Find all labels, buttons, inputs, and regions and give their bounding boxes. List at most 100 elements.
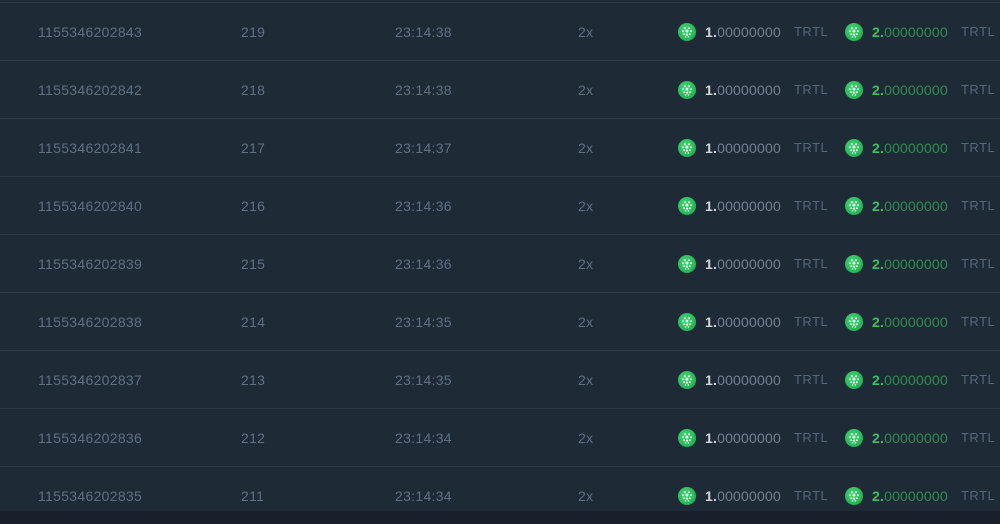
bet-row[interactable]: 1155346202835 211 23:14:34 2x 1. 00000000… <box>0 466 1000 511</box>
bet-amount: 1. 00000000 <box>705 198 781 214</box>
profit-amount-cell: 2. 00000000 TRTL <box>845 467 995 511</box>
profit-amount: 2. 00000000 <box>872 198 948 214</box>
bet-row[interactable]: 1155346202836 212 23:14:34 2x 1. 00000000… <box>0 408 1000 466</box>
profit-currency-label: TRTL <box>960 488 996 503</box>
game-number: 211 <box>241 487 265 504</box>
bet-amount-cell: 1. 00000000 TRTL <box>678 119 828 176</box>
trtl-coin-icon <box>678 22 696 41</box>
profit-amount-cell: 2. 00000000 TRTL <box>845 235 995 292</box>
bet-multiplier: 2x <box>578 371 594 388</box>
bet-row[interactable]: 1155346202842 218 23:14:38 2x 1. 00000000… <box>0 60 1000 118</box>
profit-amount: 2. 00000000 <box>872 430 948 446</box>
profit-amount-fraction: 00000000 <box>884 371 948 388</box>
bet-row[interactable]: 1155346202840 216 23:14:36 2x 1. 00000000… <box>0 176 1000 234</box>
bet-id: 1155346202842 <box>38 81 143 98</box>
bet-amount: 1. 00000000 <box>705 82 781 98</box>
trtl-coin-icon <box>678 196 696 215</box>
trtl-coin-icon <box>845 22 863 41</box>
bet-time: 23:14:35 <box>395 371 452 388</box>
trtl-coin-icon <box>678 370 696 389</box>
profit-amount-integer: 2. <box>872 487 885 504</box>
bet-row[interactable]: 1155346202843 219 23:14:38 2x 1. 00000000… <box>0 2 1000 60</box>
bet-amount-cell: 1. 00000000 TRTL <box>678 3 828 60</box>
game-number: 219 <box>241 23 266 40</box>
bet-multiplier: 2x <box>578 23 594 40</box>
profit-currency-label: TRTL <box>960 372 996 387</box>
bet-id: 1155346202837 <box>38 371 143 388</box>
bet-amount-cell: 1. 00000000 TRTL <box>678 293 828 350</box>
bet-amount-fraction: 00000000 <box>717 139 781 156</box>
bet-time: 23:14:35 <box>395 313 452 330</box>
profit-amount: 2. 00000000 <box>872 82 948 98</box>
profit-currency-label: TRTL <box>960 430 996 445</box>
profit-amount-cell: 2. 00000000 TRTL <box>845 3 995 60</box>
bet-currency-label: TRTL <box>793 198 829 213</box>
bet-time: 23:14:38 <box>395 23 452 40</box>
bet-amount-integer: 1. <box>705 371 718 388</box>
trtl-coin-icon <box>678 312 696 331</box>
profit-amount: 2. 00000000 <box>872 372 948 388</box>
profit-currency-label: TRTL <box>960 140 996 155</box>
bet-amount-integer: 1. <box>705 487 718 504</box>
trtl-coin-icon <box>845 486 863 505</box>
bet-amount-cell: 1. 00000000 TRTL <box>678 467 828 511</box>
bet-time: 23:14:37 <box>395 139 452 156</box>
bet-amount-fraction: 00000000 <box>717 255 781 272</box>
bet-amount-integer: 1. <box>705 23 718 40</box>
profit-amount: 2. 00000000 <box>872 140 948 156</box>
trtl-coin-icon <box>678 486 696 505</box>
profit-amount-fraction: 00000000 <box>884 23 948 40</box>
trtl-coin-icon <box>678 428 696 447</box>
bet-currency-label: TRTL <box>793 488 829 503</box>
bet-multiplier: 2x <box>578 197 594 214</box>
bet-id: 1155346202835 <box>38 487 143 504</box>
bet-amount: 1. 00000000 <box>705 488 781 504</box>
bet-amount: 1. 00000000 <box>705 314 781 330</box>
profit-amount: 2. 00000000 <box>872 488 948 504</box>
game-number: 212 <box>241 429 266 446</box>
profit-currency-label: TRTL <box>960 82 996 97</box>
bets-history-table: 1155346202843 219 23:14:38 2x 1. 00000000… <box>0 0 1000 511</box>
profit-amount-integer: 2. <box>872 313 885 330</box>
bet-row[interactable]: 1155346202839 215 23:14:36 2x 1. 00000000… <box>0 234 1000 292</box>
bet-amount-integer: 1. <box>705 139 718 156</box>
bet-row[interactable]: 1155346202841 217 23:14:37 2x 1. 00000000… <box>0 118 1000 176</box>
bet-currency-label: TRTL <box>793 82 829 97</box>
trtl-coin-icon <box>845 196 863 215</box>
bet-amount-fraction: 00000000 <box>717 429 781 446</box>
trtl-coin-icon <box>678 138 696 157</box>
bet-id: 1155346202838 <box>38 313 143 330</box>
profit-currency-label: TRTL <box>960 314 996 329</box>
bet-row[interactable]: 1155346202837 213 23:14:35 2x 1. 00000000… <box>0 350 1000 408</box>
bet-amount-cell: 1. 00000000 TRTL <box>678 61 828 118</box>
profit-amount-fraction: 00000000 <box>884 81 948 98</box>
bet-amount-integer: 1. <box>705 81 718 98</box>
bets-table-body: 1155346202843 219 23:14:38 2x 1. 00000000… <box>0 2 1000 511</box>
trtl-coin-icon <box>678 80 696 99</box>
game-number: 214 <box>241 313 266 330</box>
profit-amount-integer: 2. <box>872 23 885 40</box>
bet-time: 23:14:36 <box>395 255 452 272</box>
bet-row[interactable]: 1155346202838 214 23:14:35 2x 1. 00000000… <box>0 292 1000 350</box>
bet-currency-label: TRTL <box>793 314 829 329</box>
bet-multiplier: 2x <box>578 487 594 504</box>
bet-id: 1155346202836 <box>38 429 143 446</box>
trtl-coin-icon <box>845 428 863 447</box>
bet-amount-fraction: 00000000 <box>717 313 781 330</box>
profit-amount: 2. 00000000 <box>872 314 948 330</box>
bet-id: 1155346202840 <box>38 197 143 214</box>
bet-amount-integer: 1. <box>705 255 718 272</box>
profit-currency-label: TRTL <box>960 24 996 39</box>
bet-currency-label: TRTL <box>793 24 829 39</box>
bet-id: 1155346202843 <box>38 23 143 40</box>
bet-time: 23:14:36 <box>395 197 452 214</box>
profit-amount-integer: 2. <box>872 81 885 98</box>
trtl-coin-icon <box>845 138 863 157</box>
profit-amount-fraction: 00000000 <box>884 487 948 504</box>
bet-amount: 1. 00000000 <box>705 24 781 40</box>
profit-amount-fraction: 00000000 <box>884 313 948 330</box>
bet-multiplier: 2x <box>578 139 594 156</box>
trtl-coin-icon <box>845 254 863 273</box>
bet-amount-fraction: 00000000 <box>717 371 781 388</box>
